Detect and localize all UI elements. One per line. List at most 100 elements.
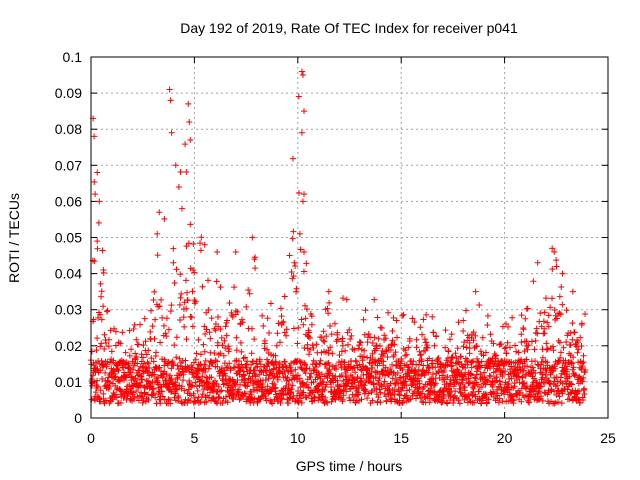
data-point (556, 393, 563, 400)
data-point (194, 397, 201, 404)
data-point (545, 312, 552, 319)
data-point (150, 296, 157, 303)
data-point (290, 272, 297, 279)
data-point (177, 317, 184, 324)
data-point (377, 399, 384, 406)
data-point (424, 344, 431, 351)
data-point (246, 290, 253, 297)
data-point (190, 266, 197, 273)
data-point (406, 372, 413, 379)
data-point (462, 365, 469, 372)
data-point (121, 369, 128, 376)
data-point (277, 399, 284, 406)
data-point (288, 360, 295, 367)
data-point (430, 329, 437, 336)
data-point (403, 387, 410, 394)
plot-frame (90, 56, 609, 419)
data-point (439, 372, 446, 379)
data-point (171, 280, 178, 287)
data-point (134, 393, 141, 400)
data-point (226, 360, 233, 367)
data-point (303, 306, 310, 313)
data-point (375, 394, 382, 401)
data-point (369, 364, 376, 371)
data-point (380, 381, 387, 388)
data-point (371, 296, 378, 303)
data-point (418, 358, 425, 365)
data-point (391, 341, 398, 348)
data-point (558, 284, 565, 291)
data-point (450, 400, 457, 407)
data-point (135, 341, 142, 348)
data-point (322, 394, 329, 401)
data-point (158, 296, 165, 303)
data-point (352, 369, 359, 376)
data-point (147, 328, 154, 335)
data-point (522, 385, 529, 392)
data-point (466, 395, 473, 402)
data-point (240, 393, 247, 400)
data-point (365, 390, 372, 397)
data-point (394, 369, 401, 376)
data-point (301, 108, 308, 115)
data-point (501, 391, 508, 398)
data-point (202, 331, 209, 338)
data-point (463, 344, 470, 351)
data-point (320, 328, 327, 335)
data-point (175, 183, 182, 190)
data-point (413, 336, 420, 343)
data-point (291, 259, 298, 266)
data-point (302, 370, 309, 377)
data-point (88, 348, 95, 355)
data-point (415, 361, 422, 368)
data-point (110, 389, 117, 396)
data-point (538, 383, 545, 390)
data-point (409, 315, 416, 322)
data-point (399, 312, 406, 319)
data-point (524, 363, 531, 370)
data-point (173, 354, 180, 361)
data-point (519, 374, 526, 381)
data-point (525, 342, 532, 349)
data-point (242, 390, 249, 397)
data-point (139, 393, 146, 400)
data-point (278, 313, 285, 320)
data-point (92, 191, 99, 198)
data-point (260, 323, 267, 330)
data-point (165, 358, 172, 365)
data-point (315, 369, 322, 376)
data-point (361, 347, 368, 354)
data-point (471, 382, 478, 389)
data-point (538, 393, 545, 400)
data-point (267, 387, 274, 394)
data-point (215, 383, 222, 390)
data-point (524, 346, 531, 353)
data-point (366, 378, 373, 385)
data-point (470, 358, 477, 365)
data-point (93, 347, 100, 354)
data-point (533, 325, 540, 332)
data-point (415, 371, 422, 378)
data-point (191, 269, 198, 276)
data-point (566, 395, 573, 402)
data-point (468, 364, 475, 371)
data-point (96, 198, 103, 205)
data-point (251, 256, 258, 263)
data-point (536, 388, 543, 395)
data-point (518, 331, 525, 338)
data-point (506, 344, 513, 351)
data-point (254, 400, 261, 407)
data-point (232, 248, 239, 255)
data-point (528, 338, 535, 345)
data-point (520, 326, 527, 333)
data-point (91, 133, 98, 140)
data-point (292, 262, 299, 269)
data-point (149, 323, 156, 330)
data-point (89, 379, 96, 386)
data-point (354, 374, 361, 381)
data-point (415, 366, 422, 373)
data-point (564, 386, 571, 393)
data-point (182, 141, 189, 148)
data-point (231, 284, 238, 291)
data-point (567, 329, 574, 336)
